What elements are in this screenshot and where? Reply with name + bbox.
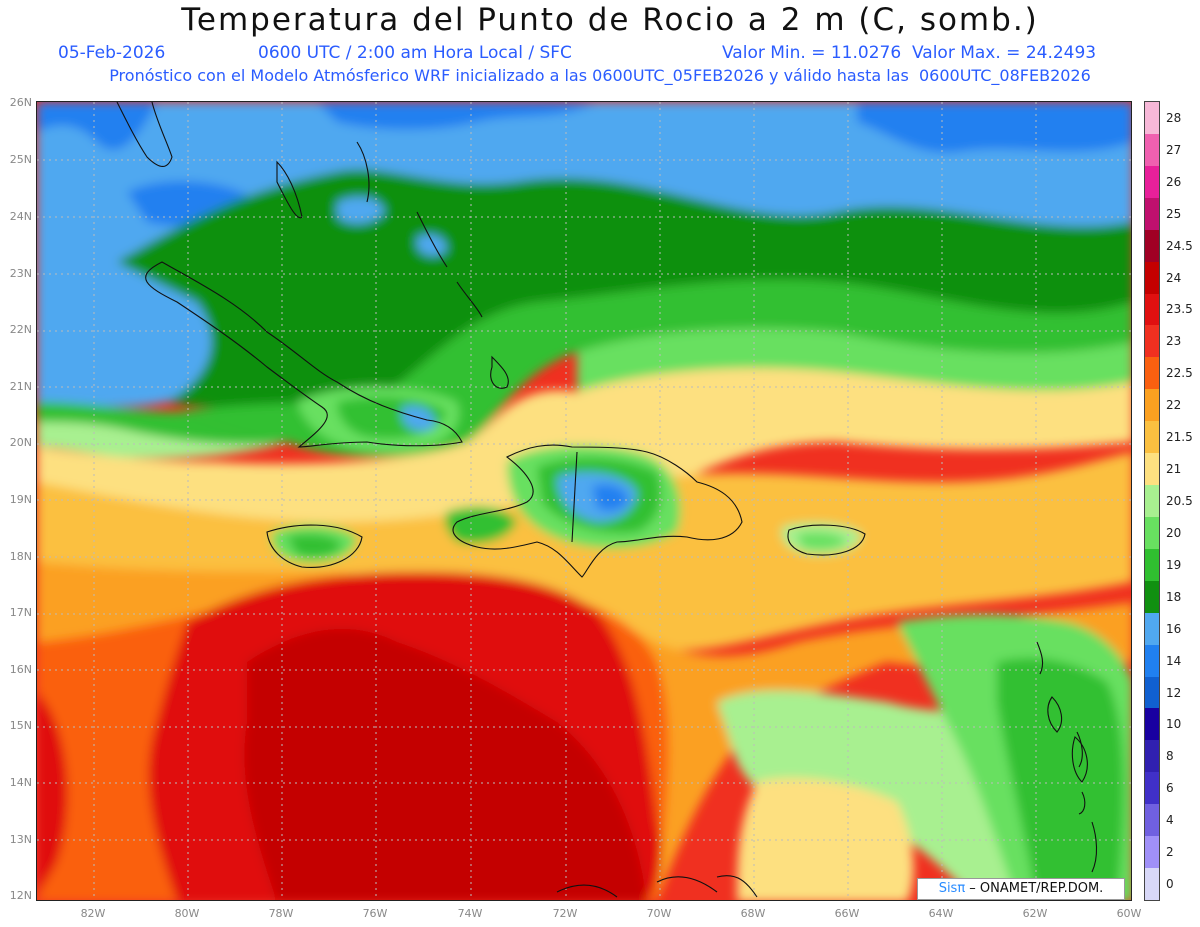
sispi-logo: Sisπ <box>938 881 966 896</box>
lat-label: 23N <box>9 267 32 280</box>
lat-label: 26N <box>9 96 32 109</box>
lat-label: 17N <box>9 606 32 619</box>
lon-label: 78W <box>268 907 294 920</box>
colorbar-segment <box>1145 580 1159 614</box>
lat-label: 24N <box>9 210 32 223</box>
colorbar-label: 10 <box>1166 717 1182 732</box>
lat-label: 20N <box>9 436 32 449</box>
colorbar-segment <box>1145 612 1159 646</box>
colorbar-segment <box>1145 836 1159 869</box>
colorbar-segment <box>1145 261 1159 294</box>
colorbar-segment <box>1145 293 1159 326</box>
colorbar-label: 6 <box>1166 781 1174 796</box>
lat-label: 21N <box>9 380 32 393</box>
colorbar-segment <box>1145 485 1159 518</box>
colorbar-label: 14 <box>1166 653 1182 668</box>
colorbar-segment <box>1145 325 1159 358</box>
forecast-time: 0600 UTC / 2:00 am Hora Local / SFC <box>258 43 572 63</box>
colorbar <box>1144 101 1160 901</box>
lat-label: 15N <box>9 719 32 732</box>
lat-label: 13N <box>9 833 32 846</box>
colorbar-label: 2 <box>1166 845 1174 860</box>
lat-label: 22N <box>9 323 32 336</box>
lon-label: 74W <box>457 907 483 920</box>
colorbar-segment <box>1145 389 1159 422</box>
colorbar-segment <box>1145 804 1159 837</box>
colorbar-label: 24 <box>1166 270 1182 285</box>
colorbar-segment <box>1145 676 1159 709</box>
colorbar-segment <box>1145 133 1159 167</box>
colorbar-label: 18 <box>1166 589 1182 604</box>
colorbar-label: 27 <box>1166 142 1182 157</box>
model-description: Pronóstico con el Modelo Atmósferico WRF… <box>109 66 1091 85</box>
colorbar-label: 21.5 <box>1166 430 1193 445</box>
lat-label: 12N <box>9 889 32 902</box>
lon-label: 80W <box>174 907 200 920</box>
colorbar-label: 0 <box>1166 877 1174 892</box>
lat-label: 16N <box>9 663 32 676</box>
lat-label: 19N <box>9 493 32 506</box>
colorbar-label: 20.5 <box>1166 494 1193 508</box>
colorbar-segment <box>1145 421 1159 454</box>
colorbar-segment <box>1145 165 1159 199</box>
colorbar-label: 8 <box>1166 749 1174 764</box>
colorbar-label: 28 <box>1166 110 1182 125</box>
colorbar-segment <box>1145 229 1159 263</box>
colorbar-label: 16 <box>1166 621 1182 636</box>
colorbar-label: 12 <box>1166 685 1182 700</box>
colorbar-segment <box>1145 453 1159 486</box>
colorbar-label: 26 <box>1166 174 1182 189</box>
colorbar-label: 19 <box>1166 557 1182 572</box>
dewpoint-map <box>36 101 1132 901</box>
colorbar-segment <box>1145 516 1159 550</box>
lon-label: 82W <box>80 907 106 920</box>
colorbar-label: 24.5 <box>1166 238 1193 253</box>
forecast-date: 05-Feb-2026 <box>58 43 166 63</box>
colorbar-label: 22.5 <box>1166 366 1193 381</box>
colorbar-segment <box>1145 868 1159 901</box>
lon-label: 76W <box>362 907 388 920</box>
value-range: Valor Min. = 11.0276 Valor Max. = 24.249… <box>722 43 1097 63</box>
colorbar-label: 20 <box>1166 525 1182 540</box>
colorbar-segment <box>1145 102 1159 135</box>
colorbar-segment <box>1145 740 1159 773</box>
lon-label: 70W <box>646 907 672 920</box>
colorbar-segment <box>1145 197 1159 231</box>
lat-lon-grid <box>37 102 1131 900</box>
lon-label: 64W <box>928 907 954 920</box>
coastlines <box>116 102 1098 898</box>
lat-label: 25N <box>9 153 32 166</box>
credit-box: Sisπ – ONAMET/REP.DOM. <box>917 878 1125 900</box>
lat-label: 14N <box>9 776 32 789</box>
colorbar-segment <box>1145 708 1159 741</box>
lon-label: 60W <box>1116 907 1142 920</box>
colorbar-segment <box>1145 548 1159 582</box>
map-title: Temperatura del Punto de Rocio a 2 m (C,… <box>181 2 1039 38</box>
colorbar-label: 22 <box>1166 398 1182 413</box>
credit-text: – ONAMET/REP.DOM. <box>965 881 1104 896</box>
lon-label: 68W <box>740 907 766 920</box>
colorbar-segment <box>1145 772 1159 805</box>
colorbar-segment <box>1145 357 1159 390</box>
colorbar-label: 23 <box>1166 334 1182 349</box>
dewpoint-field <box>37 102 1131 900</box>
colorbar-label: 21 <box>1166 462 1182 477</box>
colorbar-label: 23.5 <box>1166 302 1193 317</box>
lon-label: 72W <box>552 907 578 920</box>
colorbar-label: 4 <box>1166 813 1174 828</box>
colorbar-label: 25 <box>1166 206 1182 221</box>
colorbar-segment <box>1145 644 1159 678</box>
lon-label: 66W <box>834 907 860 920</box>
lat-label: 18N <box>9 550 32 563</box>
lon-label: 62W <box>1022 907 1048 920</box>
